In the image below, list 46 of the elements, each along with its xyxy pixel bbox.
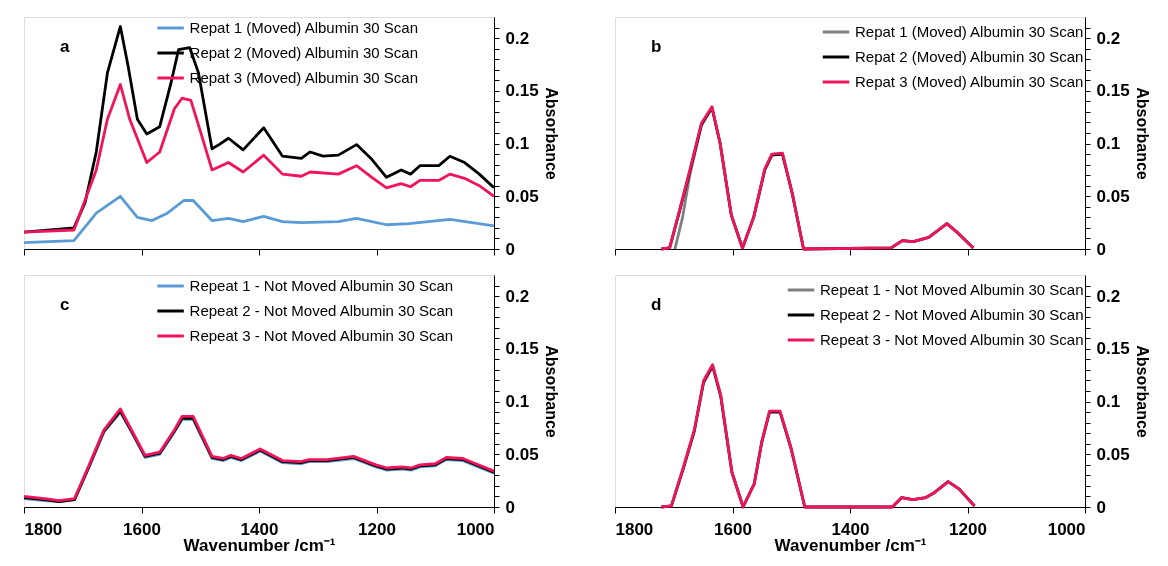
y-axis-title: Absorbance <box>1133 345 1151 438</box>
y-tick-label: 0.1 <box>1096 134 1121 154</box>
y-tick-label: 0 <box>505 239 515 259</box>
y-tick-label: 0.05 <box>1096 444 1130 464</box>
legend-label: Repeat 1 - Not Moved Albumin 30 Scan <box>820 281 1084 298</box>
annotation: d <box>651 295 662 314</box>
legend-label: Repat 3 (Moved) Albumin 30 Scan <box>855 73 1084 90</box>
legend-label: Repeat 2 - Not Moved Albumin 30 Scan <box>189 302 454 319</box>
y-tick-label: 0 <box>1096 497 1106 517</box>
y-tick-label: 0.2 <box>1096 28 1121 48</box>
y-tick-label: 0.1 <box>505 392 530 412</box>
x-tick-label: 1000 <box>1047 519 1086 539</box>
y-tick-label: 0.1 <box>505 134 530 154</box>
x-tick-label: 1800 <box>615 519 654 539</box>
legend-label: Repeat 3 - Not Moved Albumin 30 Scan <box>820 331 1084 348</box>
x-tick-label: 1600 <box>714 519 752 539</box>
legend-label: Repat 2 (Moved) Albumin 30 Scan <box>855 48 1084 65</box>
y-tick-label: 0.05 <box>1096 186 1130 206</box>
y-tick-label: 0.05 <box>505 186 539 206</box>
legend-label: Repeat 1 - Not Moved Albumin 30 Scan <box>189 277 454 294</box>
y-tick-label: 0.15 <box>505 81 539 101</box>
y-tick-label: 0.05 <box>505 444 539 464</box>
x-tick-label: 1800 <box>24 519 63 539</box>
y-tick-label: 0 <box>505 497 515 517</box>
y-tick-label: 0.2 <box>505 286 530 306</box>
x-tick-label: 1200 <box>949 519 987 539</box>
y-tick-label: 0.2 <box>1096 286 1121 306</box>
x-tick-label: 1000 <box>456 519 495 539</box>
x-tick-label: 1200 <box>358 519 396 539</box>
annotation: c <box>60 295 70 314</box>
y-tick-label: 0.2 <box>505 28 530 48</box>
y-axis-title: Absorbance <box>542 345 560 438</box>
y-tick-label: 0.1 <box>1096 392 1121 412</box>
legend-label: Repat 1 (Moved) Albumin 30 Scan <box>855 23 1084 40</box>
y-tick-label: 0.15 <box>1096 81 1130 101</box>
x-tick-label: 1600 <box>123 519 161 539</box>
legend-label: Repeat 3 - Not Moved Albumin 30 Scan <box>189 327 454 344</box>
y-axis-title: Absorbance <box>1133 87 1151 180</box>
legend-label: Repeat 2 - Not Moved Albumin 30 Scan <box>820 306 1084 323</box>
y-tick-label: 0.15 <box>505 339 539 359</box>
y-tick-label: 0 <box>1096 239 1106 259</box>
y-axis-title: Absorbance <box>542 87 560 180</box>
legend-label: Repat 1 (Moved) Albumin 30 Scan <box>189 19 419 36</box>
annotation: b <box>651 37 662 56</box>
annotation: a <box>60 37 70 56</box>
y-tick-label: 0.15 <box>1096 339 1130 359</box>
